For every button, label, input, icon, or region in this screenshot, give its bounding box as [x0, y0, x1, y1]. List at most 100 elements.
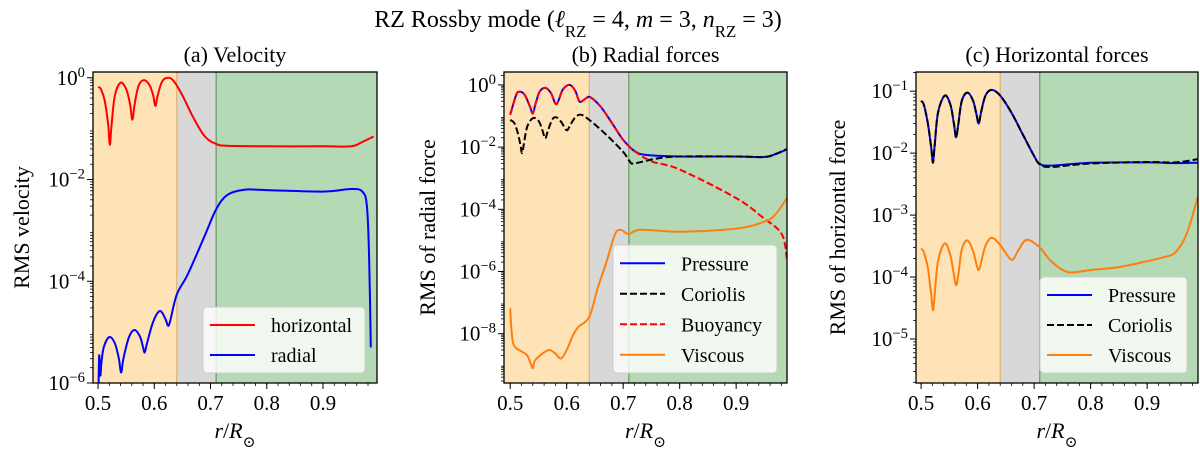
legend-label-coriolis: Coriolis	[681, 284, 746, 306]
legend-label-horizontal: horizontal	[271, 315, 353, 337]
subscript: ⊙	[243, 434, 256, 450]
panel-title: (b) Radial forces	[572, 42, 720, 67]
math-symbol: m	[636, 7, 653, 33]
tick-exponent: −5	[892, 326, 908, 342]
x-tick-label: 0.6	[554, 391, 580, 415]
y-axis-label: RMS of horizontal force	[825, 120, 850, 336]
legend: horizontal radial	[202, 306, 366, 374]
tick-base: 10	[459, 197, 480, 221]
tick-base: 10	[468, 73, 489, 97]
tick-exponent: −3	[892, 202, 908, 218]
tick-base: 10	[871, 265, 892, 289]
x-tick-label: 0.7	[610, 391, 636, 415]
tick-exponent: −6	[480, 259, 496, 275]
legend-label-viscous: Viscous	[681, 345, 744, 367]
figure-title: RZ Rossby mode (ℓRZ = 4, m = 3, nRZ = 3)	[374, 7, 782, 41]
legend-label-coriolis: Coriolis	[1108, 315, 1173, 337]
tick-exponent: −2	[69, 167, 85, 183]
text-run: = 4,	[586, 7, 636, 33]
math-symbol: R	[1050, 418, 1065, 443]
math-symbol: R	[639, 418, 654, 443]
series-line-viscous	[509, 197, 787, 370]
title-params: (ℓRZ = 4, m = 3, nRZ = 3)	[547, 7, 782, 41]
text-run: = 3)	[736, 7, 782, 33]
legend: Pressure Coriolis Viscous	[1039, 276, 1188, 374]
tick-exponent: 0	[489, 72, 496, 88]
x-tick-label: 0.5	[908, 391, 934, 415]
text-run: /	[1045, 418, 1052, 443]
series-line-coriolis	[920, 88, 1198, 168]
math-symbol: R	[228, 418, 243, 443]
x-tick-label: 0.8	[254, 391, 280, 415]
tick-base: 10	[48, 371, 69, 395]
x-tick-label: 0.7	[197, 391, 223, 415]
x-tick-label: 0.9	[1134, 391, 1160, 415]
x-tick-label: 0.6	[964, 391, 990, 415]
legend-box	[202, 306, 366, 374]
y-tick-label: 10−6	[459, 259, 496, 284]
series-line-coriolis	[509, 113, 787, 165]
subscript: ⊙	[653, 434, 666, 450]
series-line-buoyancy	[509, 83, 787, 261]
y-tick-label: 10−8	[459, 321, 496, 346]
y-tick-label: 10−2	[871, 140, 908, 165]
tick-base: 10	[459, 260, 480, 284]
tick-exponent: −8	[480, 321, 496, 337]
text-run: = 3,	[653, 7, 703, 33]
legend-box	[612, 244, 778, 374]
x-axis-label: r/R⊙	[214, 418, 255, 450]
tick-base: 10	[871, 79, 892, 103]
y-tick-label: 10−1	[871, 78, 908, 103]
tick-exponent: −2	[892, 140, 908, 156]
tick-exponent: −6	[69, 370, 85, 386]
legend: Pressure Coriolis Buoyancy Viscous	[612, 244, 778, 374]
math-symbol: r	[625, 418, 634, 443]
y-tick-label: 100	[57, 65, 85, 90]
text-run: /	[223, 418, 230, 443]
tick-exponent: −4	[69, 268, 85, 284]
x-tick-label: 0.5	[85, 391, 111, 415]
y-tick-label: 10−4	[871, 264, 908, 289]
tick-exponent: −2	[480, 134, 496, 150]
panel-c: 0.5 0.6 0.7 0.8 0.910−110−210−310−410−5(c) H…	[825, 42, 1199, 450]
y-tick-label: 10−5	[871, 326, 908, 351]
tick-base: 10	[871, 327, 892, 351]
y-tick-label: 10−2	[48, 167, 85, 192]
legend-label-buoyancy: Buoyancy	[681, 314, 762, 336]
math-symbol: r	[1036, 418, 1045, 443]
text-run: /	[634, 418, 641, 443]
x-tick-label: 0.5	[497, 391, 523, 415]
panel-title: (a) Velocity	[184, 42, 287, 67]
axes-frame	[92, 71, 378, 384]
x-axis-label: r/R⊙	[625, 418, 666, 450]
tick-exponent: −4	[480, 196, 496, 212]
x-tick-label: 0.9	[310, 391, 336, 415]
series-line-radial	[97, 187, 372, 383]
tick-base: 10	[871, 203, 892, 227]
x-axis-label: r/R⊙	[1036, 418, 1077, 450]
title-text: RZ Rossby mode	[374, 7, 547, 33]
series-line-viscous	[920, 196, 1198, 312]
tick-base: 10	[871, 141, 892, 165]
math-symbol: ℓ	[555, 7, 565, 33]
tick-base: 10	[57, 66, 78, 90]
y-tick-label: 10−3	[871, 202, 908, 227]
subscript: ⊙	[1065, 434, 1078, 450]
legend-label-radial: radial	[271, 345, 317, 367]
tick-base: 10	[48, 269, 69, 293]
legend-box	[1039, 276, 1188, 374]
radiative-zone-band	[93, 72, 177, 383]
subscript: RZ	[715, 22, 736, 41]
tachocline-band	[1000, 72, 1040, 383]
x-tick-label: 0.6	[141, 391, 167, 415]
series-line-horizontal	[97, 76, 375, 148]
legend-label-pressure: Pressure	[681, 253, 749, 275]
y-axis-label: RMS velocity	[9, 166, 34, 289]
x-tick-label: 0.9	[723, 391, 749, 415]
tick-base: 10	[459, 322, 480, 346]
y-tick-label: 10−2	[459, 134, 496, 159]
panel-title: (c) Horizontal forces	[965, 42, 1148, 67]
